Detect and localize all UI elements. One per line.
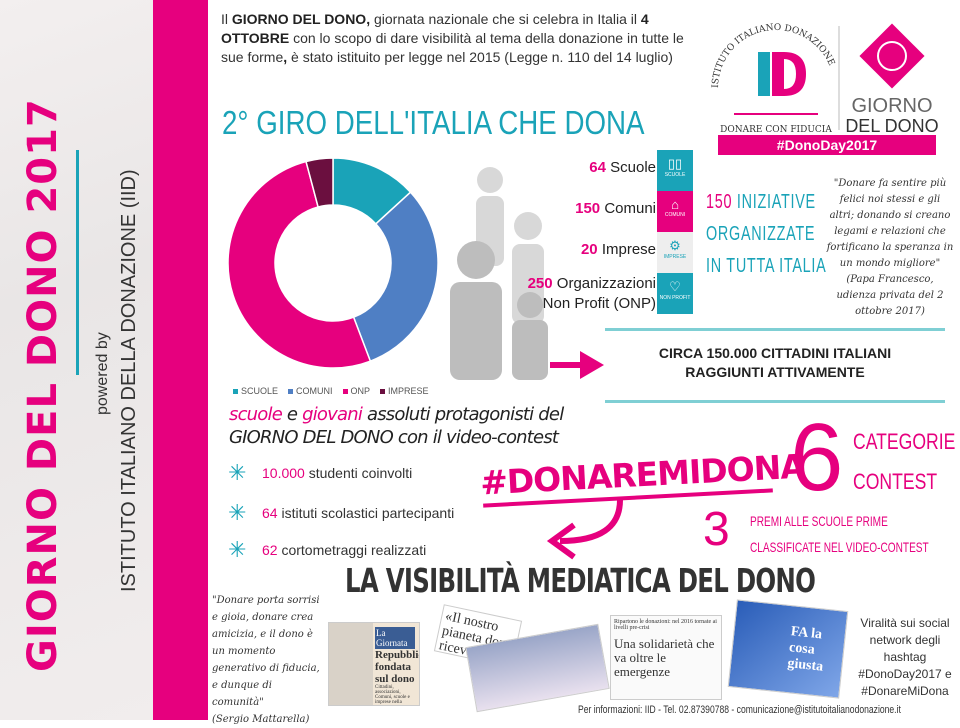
curved-arrow-icon (546, 499, 623, 560)
cittadini-raggiunti: CIRCA 150.000 CITTADINI ITALIANI RAGGIUNT… (658, 345, 892, 380)
asterisk-icon: ✳ (228, 500, 247, 525)
pope-quote: "Donare fa sentire più felici noi stessi… (826, 178, 954, 317)
stat-comuni: 150 Comuni (575, 200, 656, 217)
visibilita-title: LA VISIBILITÀ MEDIATICA DEL DONO (345, 561, 816, 600)
stats-list: 64 Scuole 150 Comuni 20 Imprese 250 Orga… (500, 150, 656, 320)
stat-onp: 250 Organizzazioni Non Profit (ONP) (527, 275, 656, 312)
viral-text: Viralità sui social network degli hashta… (858, 616, 952, 698)
tv-clip-fa-la-cosa-giusta: FA la cosa giusta (727, 599, 849, 699)
bullet-istituti: ✳ 64 istituti scolastici partecipanti (228, 500, 455, 525)
bullet-studenti: ✳ 10.000 studenti coinvolti (228, 460, 413, 485)
donut-slice-imprese (305, 157, 334, 208)
asterisk-icon: ✳ (228, 537, 247, 562)
intro-text: Il GIORNO DEL DONO, giornata nazionale c… (221, 11, 684, 65)
iniziative-text: 150 INIZIATIVE ORGANIZZATE IN TUTTA ITALIA (706, 191, 827, 277)
chart-legend: SCUOLE COMUNI ONP IMPRESE (233, 386, 429, 396)
categorie-label: CATEGORIE CONTEST (853, 429, 956, 494)
people-silhouettes-icon (450, 167, 548, 380)
main-title: GIORNO DEL DONO 2017 (20, 98, 66, 672)
logo-iid-giorno-del-dono: ISTITUTO ITALIANO DONAZIONE DONARE CON F… (706, 8, 954, 156)
tile-onp: ♡ NON PROFIT (657, 273, 693, 314)
pink-bar (153, 0, 208, 720)
legend-item-scuole: SCUOLE (233, 386, 278, 396)
press-clip-repubblica: La GiornataRepubblica fondata sul donoCi… (328, 622, 420, 706)
divider-bottom (605, 400, 945, 403)
legend-swatch (288, 389, 294, 395)
tile-imprese: ⚙ IMPRESE (657, 232, 693, 273)
legend-item-imprese: IMPRESE (380, 386, 429, 396)
svg-text:DONARE CON FIDUCIA: DONARE CON FIDUCIA (720, 125, 832, 135)
bullet-cortometraggi: ✳ 62 cortometraggi realizzati (228, 537, 427, 562)
svg-text:DEL DONO: DEL DONO (845, 116, 938, 136)
arrow-right-icon (550, 351, 604, 379)
premi-label: PREMI ALLE SCUOLE PRIME CLASSIFICATE NEL … (750, 513, 929, 555)
contest-intro: scuole e giovani assoluti protagonisti d… (229, 404, 564, 448)
premi-number: 3 (703, 503, 730, 556)
stat-scuole: 64 Scuole (589, 159, 656, 176)
heart-icon: ♡ (669, 279, 681, 294)
gears-icon: ⚙ (669, 238, 681, 253)
mattarella-quote: "Donare porta sorrisi e gioia, donare cr… (212, 595, 320, 725)
contact-info: Per informazioni: IID - Tel. 02.87390788… (578, 704, 901, 716)
donut-chart (227, 157, 439, 369)
legend-swatch (342, 389, 348, 395)
giro-title: 2° GIRO DELL'ITALIA CHE DONA (222, 104, 645, 141)
press-clip-solidarieta: Ripartono le donazioni: nel 2016 tornate… (610, 615, 722, 700)
hashtag-donaremidona: #DONAREMIDONA (479, 446, 806, 503)
stat-imprese: 20 Imprese (580, 241, 656, 258)
tile-scuole: ▯▯ SCUOLE (657, 150, 693, 191)
book-icon: ▯▯ (667, 156, 683, 171)
legend-swatch (233, 389, 238, 395)
institute-name: ISTITUTO ITALIANO DELLA DONAZIONE (IID) (118, 169, 140, 592)
categorie-number: 6 (790, 404, 844, 511)
powered-by: powered by (94, 332, 111, 415)
svg-text:#DonoDay2017: #DonoDay2017 (777, 137, 878, 153)
asterisk-icon: ✳ (228, 460, 247, 485)
legend-item-comuni: COMUNI (288, 386, 333, 396)
donut-slice-comuni (352, 191, 439, 363)
svg-text:GIORNO: GIORNO (851, 95, 932, 117)
building-icon: ⌂ (671, 197, 679, 212)
legend-item-onp: ONP (342, 386, 370, 396)
title-divider (76, 150, 79, 375)
legend-swatch (380, 389, 386, 395)
tile-comuni: ⌂ COMUNI (657, 191, 693, 232)
divider-top (605, 328, 945, 331)
donut-slice-onp (227, 160, 372, 369)
